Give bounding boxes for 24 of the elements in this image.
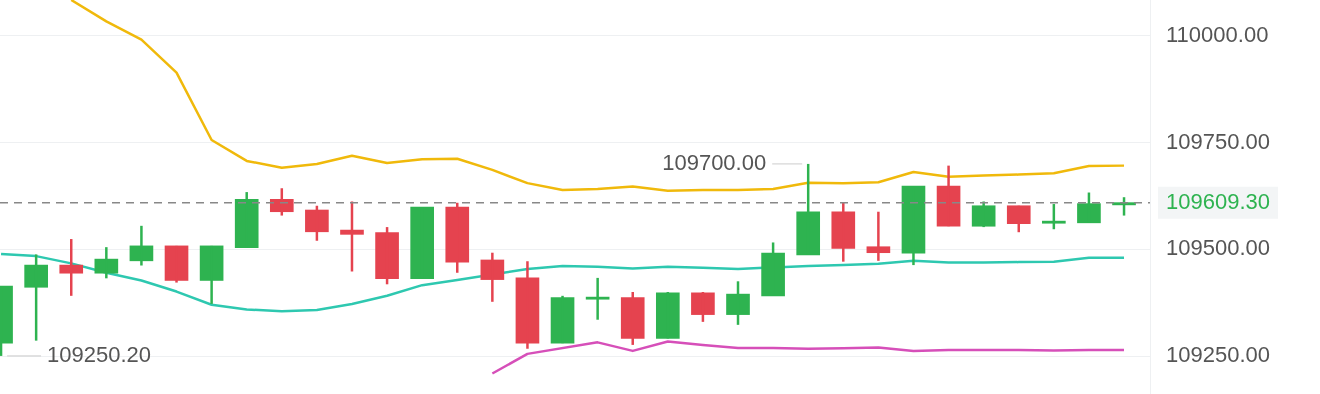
candlestick [1077,191,1101,225]
candlestick [340,200,364,273]
candlestick [410,206,434,280]
candlestick [305,204,329,242]
candlestick [1042,202,1066,231]
y-tick-label: 109750.00 [1166,128,1270,154]
annotation: 109700.00 [662,149,767,175]
candlestick [24,253,48,342]
y-tick-label: 110000.00 [1166,21,1269,47]
candlestick [655,290,680,340]
candlestick [585,276,610,321]
y-tick-label: 109250.00 [1166,342,1270,368]
candlestick [1006,204,1031,234]
candlestick [796,162,821,257]
candlestick [761,241,785,298]
candlestick [620,290,645,347]
candlestick [831,201,856,263]
annotation: 109250.20 [47,341,152,367]
candlestick [691,290,715,324]
ref-line-label: 109609.30 [1166,188,1270,214]
candlestick [726,280,750,327]
candlestick [59,237,84,298]
candlestick [375,225,399,286]
y-tick-label: 109500.00 [1166,235,1270,261]
